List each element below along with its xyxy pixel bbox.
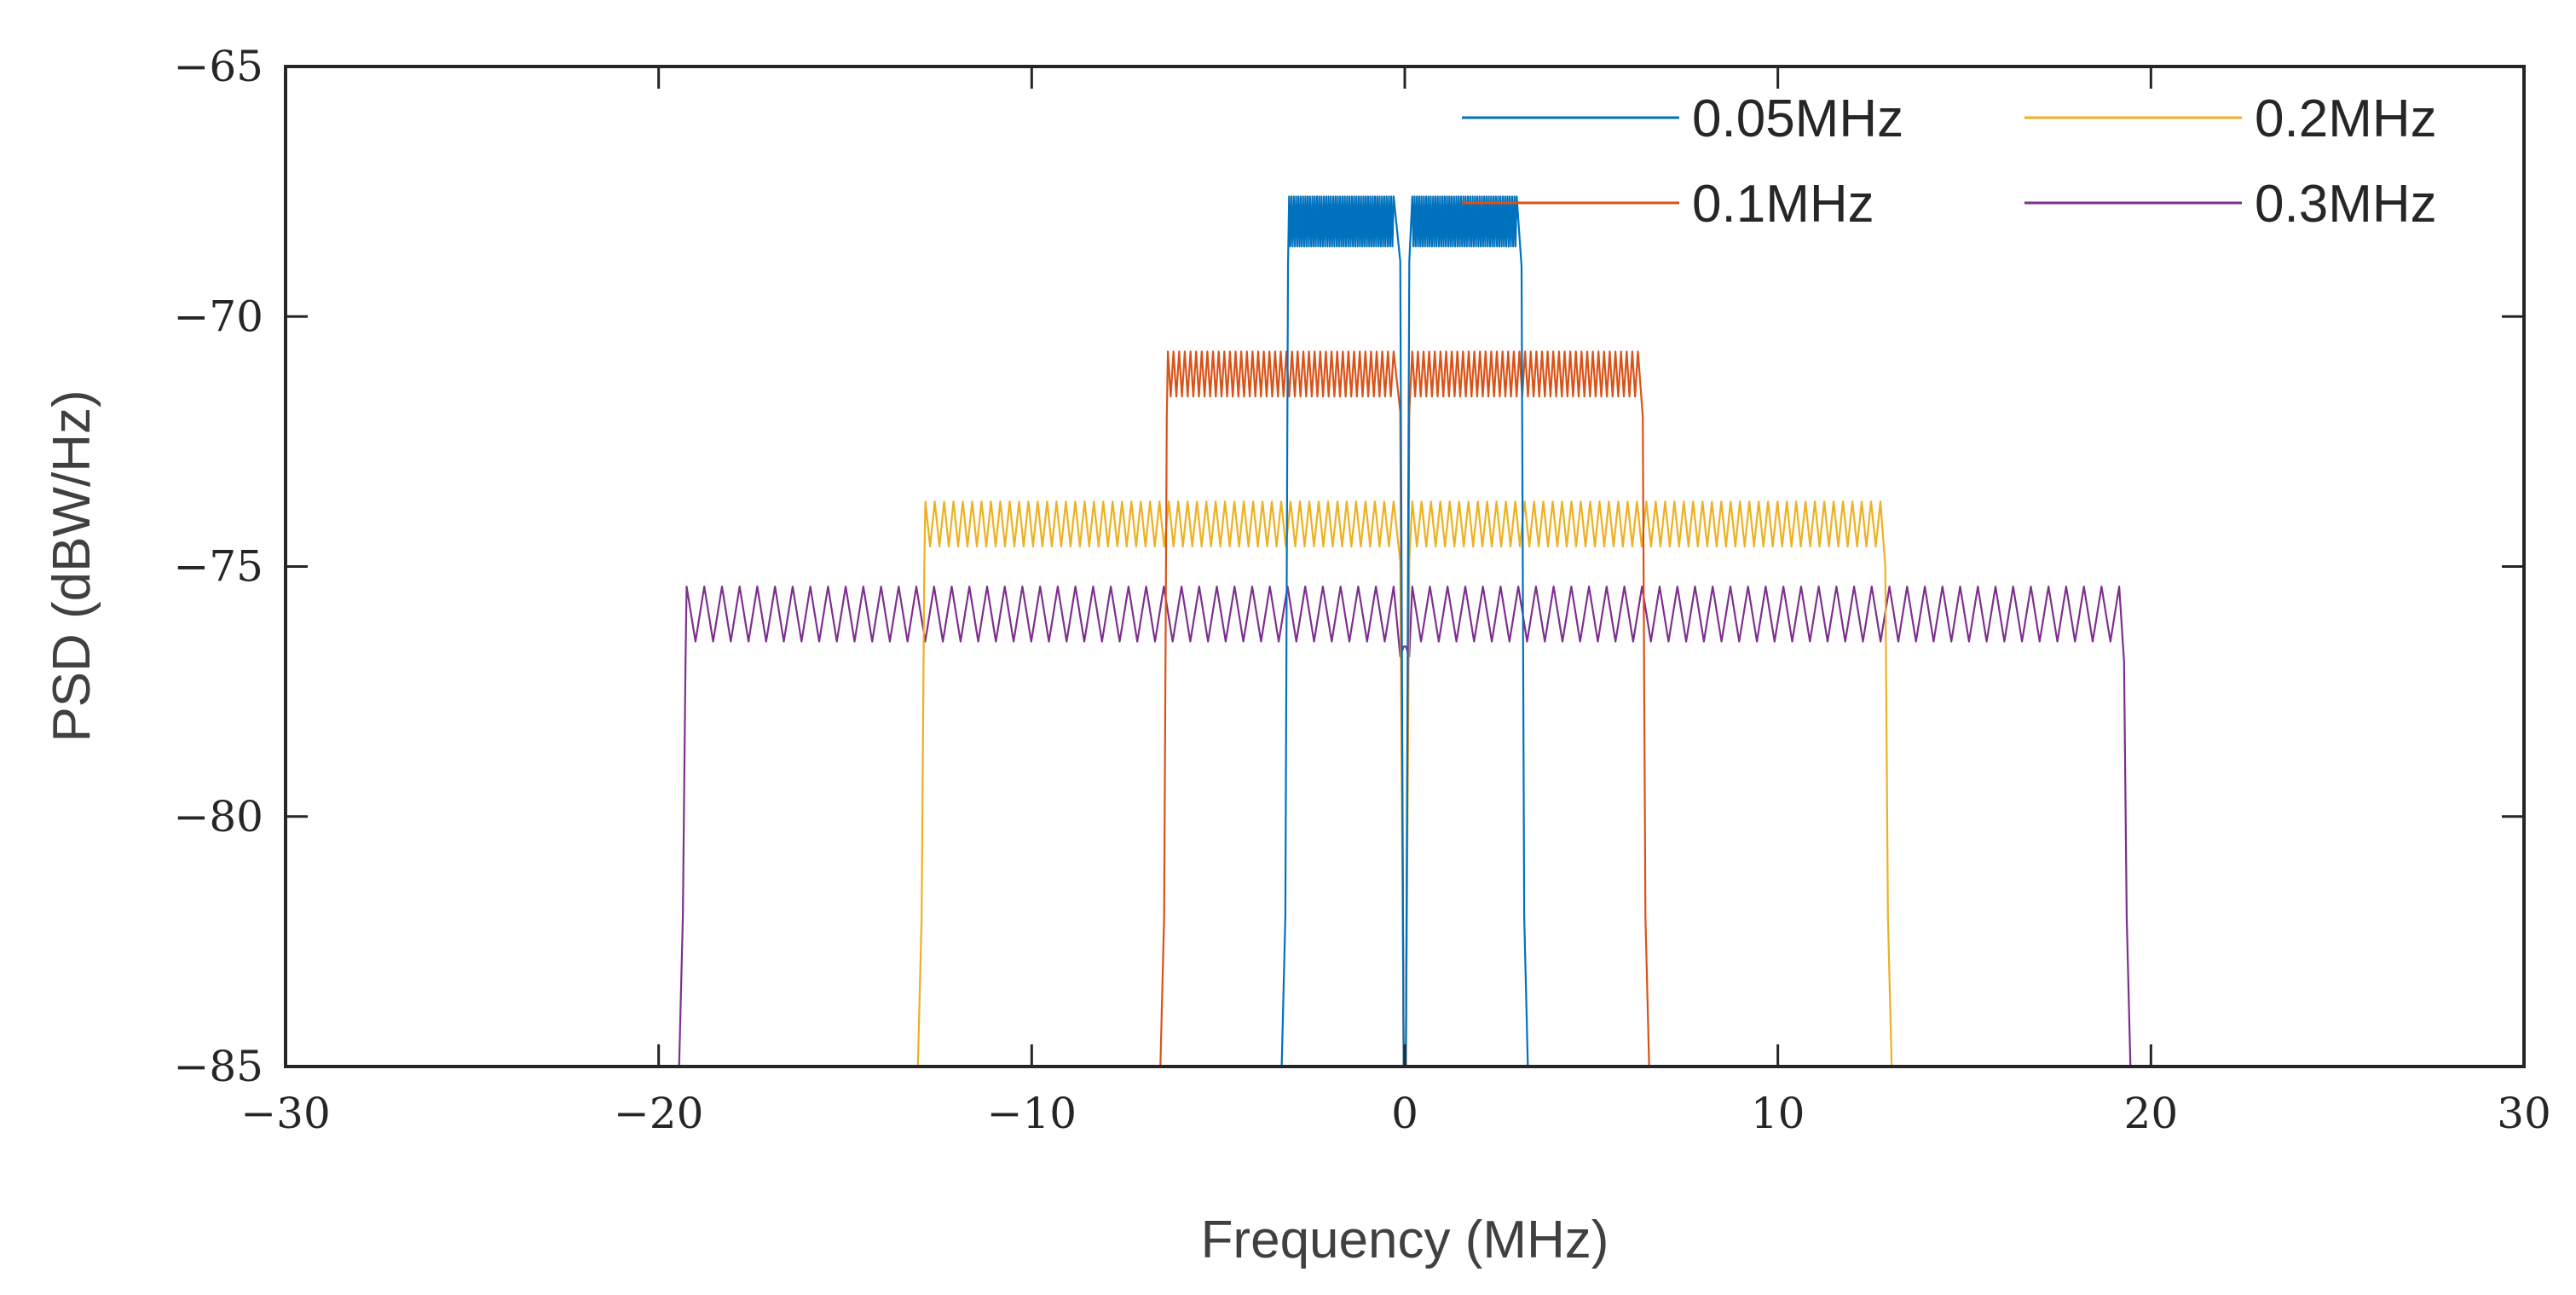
- y-tick-label: −85: [173, 1042, 263, 1091]
- legend-label: 0.05MHz: [1692, 90, 1903, 148]
- y-tick-label: −75: [173, 542, 263, 592]
- y-axis-label: PSD (dBW/Hz): [43, 390, 101, 742]
- plot-area: [286, 66, 2524, 1067]
- legend: 0.05MHz 0.1MHz 0.2MHz 0.3MHz: [1462, 90, 2437, 234]
- x-tick-label: 20: [2124, 1089, 2179, 1138]
- y-tick-label: −80: [173, 792, 263, 841]
- x-tick-label: 10: [1751, 1089, 1805, 1138]
- ticks-layer: −30 −20 −10 0 10 20 30 −65 −70 −75 −80 −85: [173, 42, 2550, 1138]
- x-tick-label: −20: [614, 1089, 704, 1138]
- x-axis-label: Frequency (MHz): [1201, 1211, 1609, 1269]
- x-tick-label: −10: [987, 1089, 1077, 1138]
- x-tick-label: −30: [240, 1089, 331, 1138]
- y-tick-label: −65: [173, 42, 263, 91]
- legend-label: 0.1MHz: [1692, 175, 1874, 234]
- legend-label: 0.2MHz: [2255, 90, 2437, 148]
- series-line-0-3mhz: [678, 585, 2132, 1067]
- x-tick-label: 0: [1391, 1089, 1418, 1138]
- legend-label: 0.3MHz: [2255, 175, 2437, 234]
- y-tick-label: −70: [173, 292, 263, 341]
- x-tick-label: 30: [2497, 1089, 2551, 1138]
